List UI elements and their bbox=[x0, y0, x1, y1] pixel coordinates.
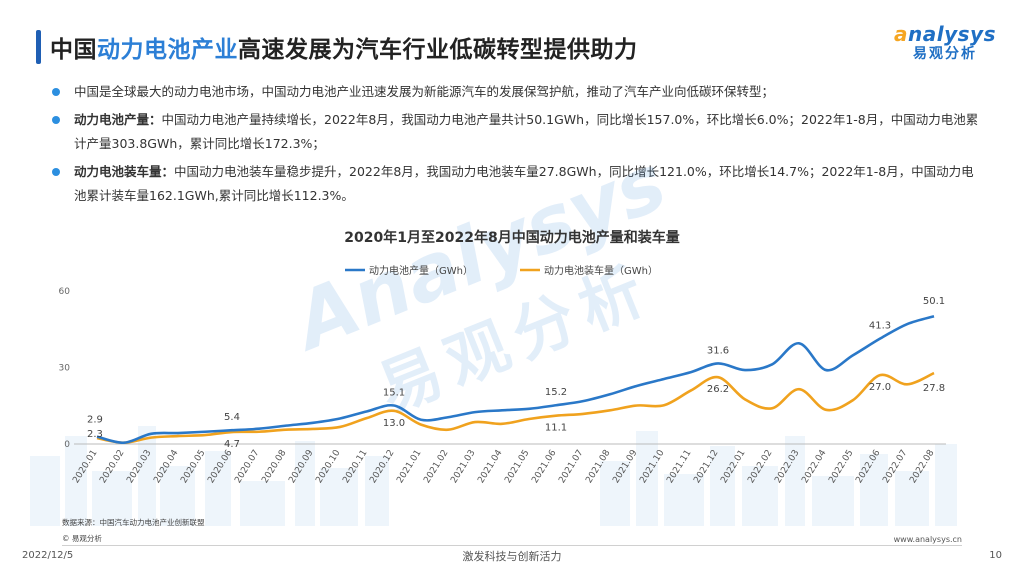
title-highlight: 动力电池产业 bbox=[97, 37, 238, 63]
footer-url: www.analysys.cn bbox=[893, 535, 962, 544]
chart-title: 2020年1月至2022年8月中国动力电池产量和装车量 bbox=[344, 229, 679, 246]
x-tick-label: 2021.12 bbox=[692, 448, 720, 485]
x-tick-label: 2021.09 bbox=[611, 448, 639, 485]
bullet-list: 中国是全球最大的动力电池市场，中国动力电池产业迅速发展为新能源汽车的发展保驾护航… bbox=[52, 80, 982, 212]
x-tick-label: 2020.09 bbox=[287, 448, 315, 485]
x-tick-label: 2022.02 bbox=[746, 448, 774, 485]
x-tick-label: 2021.01 bbox=[395, 448, 423, 485]
x-tick-label: 2020.11 bbox=[341, 448, 369, 485]
y-tick-label: 0 bbox=[64, 440, 70, 450]
bullet-item: 动力电池装车量：中国动力电池装车量稳步提升，2022年8月，我国动力电池装车量2… bbox=[52, 160, 982, 208]
data-label: 5.4 bbox=[224, 412, 240, 423]
x-tick-label: 2022.01 bbox=[719, 448, 747, 485]
x-tick-label: 2020.05 bbox=[179, 448, 207, 485]
x-tick-label: 2020.02 bbox=[98, 448, 126, 485]
data-label: 27.8 bbox=[923, 383, 945, 394]
footer-date: 2022/12/5 bbox=[22, 550, 74, 561]
data-label: 26.2 bbox=[707, 384, 729, 395]
x-tick-label: 2020.06 bbox=[206, 448, 234, 485]
x-tick-label: 2021.03 bbox=[449, 448, 477, 485]
city-skyline-decoration bbox=[30, 426, 957, 526]
x-tick-label: 2020.04 bbox=[152, 448, 180, 485]
y-tick-label: 30 bbox=[59, 364, 71, 374]
data-label: 15.2 bbox=[545, 387, 567, 398]
x-tick-label: 2022.05 bbox=[827, 448, 855, 485]
y-tick-label: 60 bbox=[59, 287, 71, 297]
data-label: 2.9 bbox=[87, 415, 103, 426]
title-prefix: 中国 bbox=[50, 37, 97, 63]
legend-label: 动力电池装车量（GWh） bbox=[544, 264, 658, 277]
bullet-dot-icon bbox=[52, 168, 60, 176]
data-label: 27.0 bbox=[869, 382, 891, 393]
x-tick-label: 2022.07 bbox=[881, 448, 909, 485]
series-line-installation bbox=[96, 371, 935, 445]
title-accent-bar bbox=[36, 30, 41, 64]
bullet-key: 动力电池产量： bbox=[74, 112, 162, 127]
x-tick-label: 2021.06 bbox=[530, 448, 558, 485]
bullet-key: 动力电池装车量： bbox=[74, 164, 175, 179]
footer-slogan: 激发科技与创新活力 bbox=[462, 550, 562, 563]
x-tick-label: 2020.12 bbox=[368, 448, 396, 485]
data-label: 13.0 bbox=[383, 418, 405, 429]
data-label: 50.1 bbox=[923, 296, 945, 307]
x-tick-label: 2022.06 bbox=[854, 448, 882, 485]
x-tick-label: 2020.08 bbox=[260, 448, 288, 485]
data-label: 31.6 bbox=[707, 345, 729, 356]
x-tick-label: 2020.03 bbox=[125, 448, 153, 485]
x-tick-label: 2021.04 bbox=[476, 448, 504, 485]
title-suffix: 高速发展为汽车行业低碳转型提供助力 bbox=[238, 37, 638, 63]
x-tick-label: 2021.08 bbox=[584, 448, 612, 485]
x-tick-label: 2022.04 bbox=[800, 448, 828, 485]
x-tick-label: 2020.01 bbox=[71, 448, 99, 485]
data-label: 15.1 bbox=[383, 387, 405, 398]
series-line-production bbox=[96, 314, 935, 445]
data-source: 数据来源：中国汽车动力电池产业创新联盟 bbox=[62, 518, 205, 527]
bullet-text: 中国动力电池产量持续增长，2022年8月，我国动力电池产量共计50.1GWh，同… bbox=[74, 112, 979, 151]
data-label: 11.1 bbox=[545, 423, 567, 434]
data-label: 4.7 bbox=[224, 439, 240, 450]
data-label: 41.3 bbox=[869, 321, 891, 332]
x-tick-label: 2021.02 bbox=[422, 448, 450, 485]
bullet-text: 中国是全球最大的动力电池市场，中国动力电池产业迅速发展为新能源汽车的发展保驾护航… bbox=[74, 84, 775, 99]
logo-english: analysys bbox=[894, 22, 996, 46]
bullet-dot-icon bbox=[52, 116, 60, 124]
x-tick-label: 2022.08 bbox=[908, 448, 936, 485]
bullet-text: 中国动力电池装车量稳步提升，2022年8月，我国动力电池装车量27.8GWh，同… bbox=[74, 164, 974, 203]
copyright: © 易观分析 bbox=[62, 534, 102, 543]
page-title: 中国动力电池产业高速发展为汽车行业低碳转型提供助力 bbox=[50, 30, 638, 64]
x-tick-label: 2021.11 bbox=[665, 448, 693, 485]
bullet-item: 动力电池产量：中国动力电池产量持续增长，2022年8月，我国动力电池产量共计50… bbox=[52, 108, 982, 156]
bullet-dot-icon bbox=[52, 88, 60, 96]
analysys-logo: analysys 易观分析 bbox=[894, 22, 996, 63]
x-tick-label: 2022.03 bbox=[773, 448, 801, 485]
x-tick-label: 2021.05 bbox=[503, 448, 531, 485]
x-tick-label: 2020.10 bbox=[314, 448, 342, 485]
footer-divider bbox=[62, 545, 962, 546]
x-tick-label: 2021.07 bbox=[557, 448, 585, 485]
data-label: 2.3 bbox=[87, 429, 103, 440]
page-number: 10 bbox=[989, 550, 1002, 561]
x-tick-label: 2021.10 bbox=[638, 448, 666, 485]
x-tick-label: 2020.07 bbox=[233, 448, 261, 485]
legend-label: 动力电池产量（GWh） bbox=[369, 264, 473, 277]
logo-chinese: 易观分析 bbox=[913, 46, 977, 62]
bullet-item: 中国是全球最大的动力电池市场，中国动力电池产业迅速发展为新能源汽车的发展保驾护航… bbox=[52, 80, 982, 104]
